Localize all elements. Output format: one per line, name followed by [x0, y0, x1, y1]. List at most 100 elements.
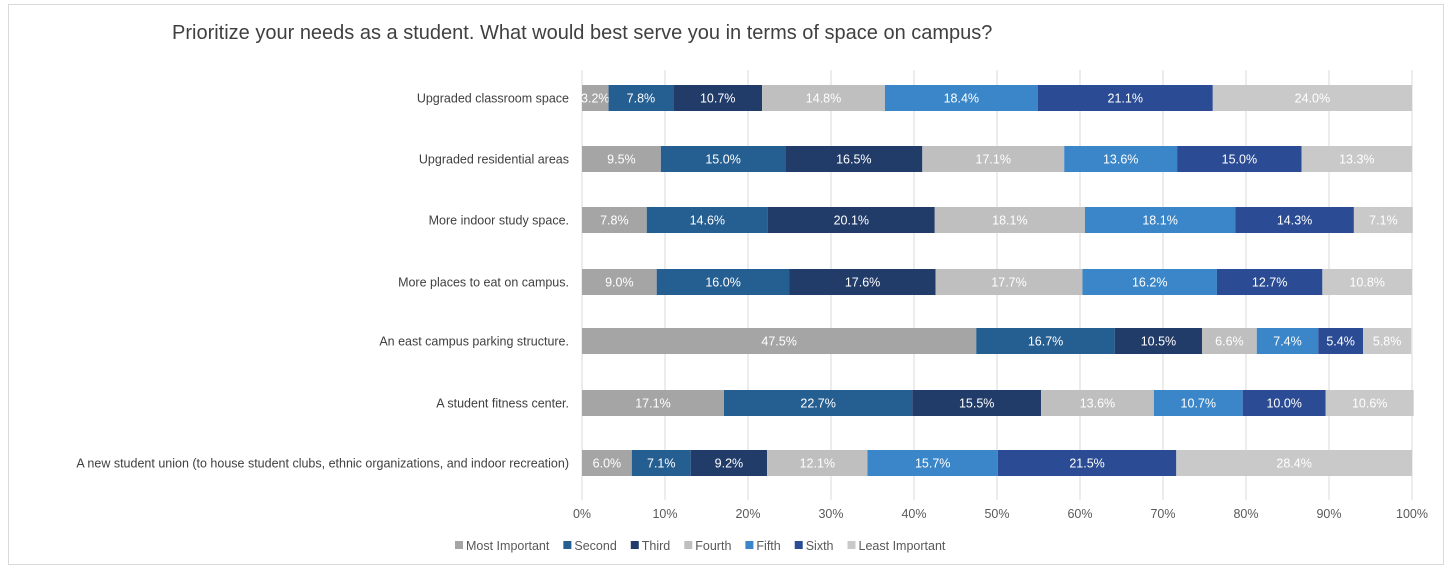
bar-segment [1318, 328, 1364, 354]
data-label: 10.8% [1349, 276, 1384, 290]
legend-swatch [563, 541, 572, 549]
legend-label: Second [574, 539, 616, 553]
data-label: 20.1% [834, 214, 869, 228]
data-label: 21.5% [1069, 457, 1104, 471]
bar-segment [767, 450, 868, 476]
data-label: 7.1% [647, 457, 676, 471]
bar-segment [582, 269, 657, 295]
data-label: 13.6% [1103, 153, 1138, 167]
data-label: 3.2% [581, 92, 610, 106]
data-label: 17.7% [991, 276, 1026, 290]
data-label: 18.1% [992, 214, 1027, 228]
legend: Most Important Second Third Fourth Fifth Sixt… [455, 539, 946, 553]
legend-label: Most Important [466, 539, 550, 553]
data-label: 17.6% [845, 276, 880, 290]
data-label: 9.0% [605, 276, 634, 290]
bar-segment [582, 328, 977, 354]
bar-segment [912, 390, 1041, 416]
legend-swatch [847, 541, 856, 549]
bar-segment [934, 207, 1085, 233]
bar-segment [690, 450, 768, 476]
legend-label: Fifth [756, 539, 780, 553]
data-label: 6.0% [593, 457, 622, 471]
data-label: 16.7% [1028, 335, 1063, 349]
x-tick-label: 70% [1150, 507, 1175, 521]
data-label: 17.1% [976, 153, 1011, 167]
legend-swatch [455, 541, 463, 549]
data-label: 7.8% [627, 92, 656, 106]
data-label: 21.1% [1108, 92, 1143, 106]
bar-segment [1084, 207, 1236, 233]
bar-segment [1322, 269, 1412, 295]
data-label: 9.2% [715, 457, 744, 471]
x-tick-label: 40% [901, 507, 926, 521]
bar-segment [582, 390, 724, 416]
bar-segment [1082, 269, 1217, 295]
category-label: An east campus parking structure. [379, 335, 569, 349]
x-tick-label: 100% [1396, 507, 1428, 521]
bar-segment [976, 328, 1115, 354]
legend-swatch [745, 541, 754, 549]
data-label: 10.6% [1352, 397, 1387, 411]
data-label: 15.0% [705, 153, 740, 167]
category-label: A student fitness center. [436, 397, 569, 411]
bar-segment [922, 146, 1065, 172]
data-label: 5.8% [1373, 335, 1402, 349]
bar-segment [1216, 269, 1323, 295]
data-label: 12.1% [800, 457, 835, 471]
bar-segment [1301, 146, 1412, 172]
bar-segment [631, 450, 691, 476]
x-tick-label: 90% [1316, 507, 1341, 521]
data-label: 28.4% [1276, 457, 1311, 471]
bar-segment [997, 450, 1177, 476]
bar-segment [673, 85, 763, 111]
category-labels: Upgraded classroom space Upgraded residen… [76, 92, 569, 471]
data-label: 22.7% [800, 397, 835, 411]
bar-segment [785, 146, 923, 172]
data-label: 14.6% [690, 214, 725, 228]
bar-segment [1202, 328, 1257, 354]
bar-segment [935, 269, 1083, 295]
data-label: 16.2% [1132, 276, 1167, 290]
bar-segment [1212, 85, 1412, 111]
x-tick-label: 50% [984, 507, 1009, 521]
bar-segment [1176, 450, 1412, 476]
data-label: 5.4% [1326, 335, 1355, 349]
bar-segment [656, 269, 790, 295]
x-tick-label: 20% [735, 507, 760, 521]
category-label: A new student union (to house student cl… [76, 457, 569, 471]
data-label: 14.8% [806, 92, 841, 106]
bar-segment [646, 207, 768, 233]
x-tick-label: 80% [1233, 507, 1258, 521]
bar-segment [867, 450, 998, 476]
x-tick-label: 60% [1067, 507, 1092, 521]
data-label: 7.8% [600, 214, 629, 228]
legend-swatch [794, 541, 803, 549]
bars: 3.2% 7.8% 10.7% 14.8% 18.4% 21.1% 24.0% 9.5% 15.… [581, 85, 1414, 476]
data-label: 13.6% [1080, 397, 1115, 411]
data-label: 12.7% [1252, 276, 1287, 290]
x-tick-label: 10% [652, 507, 677, 521]
data-label: 18.4% [944, 92, 979, 106]
category-label: Upgraded classroom space [417, 92, 569, 106]
bar-segment [1177, 146, 1302, 172]
data-label: 9.5% [607, 153, 636, 167]
data-label: 10.5% [1141, 335, 1176, 349]
bar-segment [608, 85, 674, 111]
data-label: 24.0% [1295, 92, 1330, 106]
bar-segment [1256, 328, 1319, 354]
data-label: 15.0% [1222, 153, 1257, 167]
data-label: 10.0% [1266, 397, 1301, 411]
data-label: 18.1% [1142, 214, 1177, 228]
data-label: 47.5% [761, 335, 796, 349]
x-tick-labels: 0% 10% 20% 30% 40% 50% 60% 70% 80% 90% 100% [573, 507, 1428, 521]
data-label: 13.3% [1339, 153, 1374, 167]
data-label: 10.7% [700, 92, 735, 106]
bar-segment [1114, 328, 1203, 354]
chart-title: Prioritize your needs as a student. What… [172, 22, 993, 44]
data-label: 7.1% [1369, 214, 1398, 228]
legend-label: Sixth [806, 539, 834, 553]
data-label: 16.5% [836, 153, 871, 167]
data-label: 17.1% [635, 397, 670, 411]
data-label: 7.4% [1273, 335, 1302, 349]
